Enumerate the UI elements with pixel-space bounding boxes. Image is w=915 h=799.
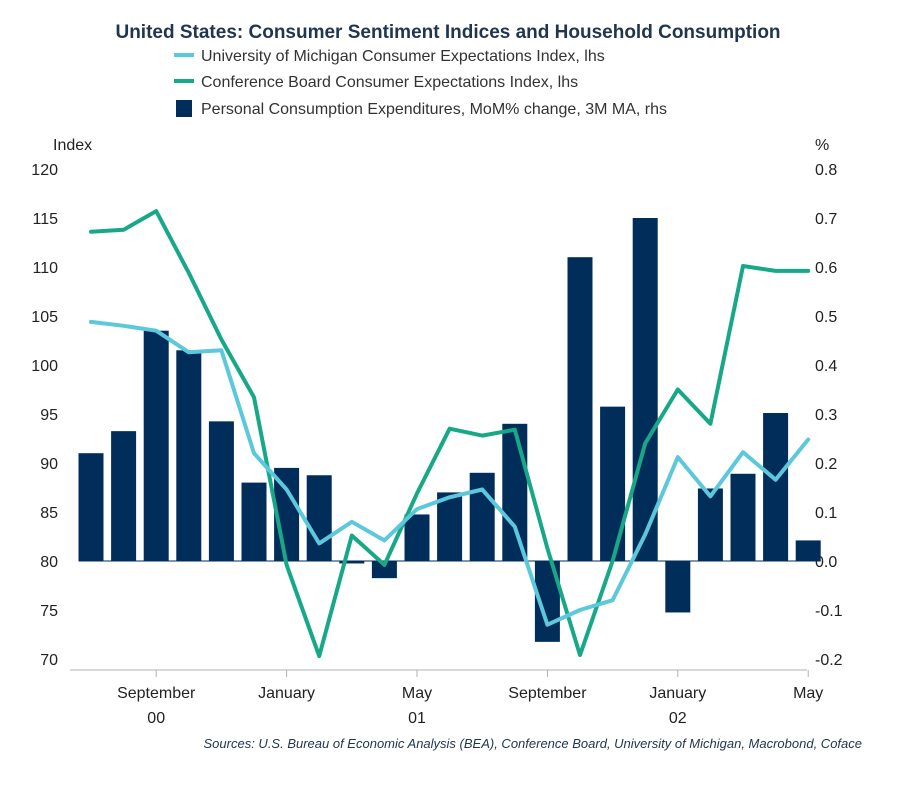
left-axis-unit: Index [53,137,92,154]
x-year-label: 02 [669,710,687,727]
right-tick-label: 0.6 [815,260,837,277]
pce-bar [697,488,723,561]
left-tick-label: 105 [31,309,58,326]
right-tick-label: 0.1 [815,505,837,522]
pce-bar [600,406,626,561]
x-month-label: September [508,685,587,702]
x-year-label: 00 [147,710,165,727]
x-month-label: January [649,685,706,702]
michigan-line [89,319,811,627]
left-tick-label: 85 [40,505,58,522]
right-tick-label: -0.2 [815,652,843,669]
right-tick-label: 0.7 [815,211,837,228]
pce-bar [795,540,821,561]
pce-bar [241,482,267,561]
pce-bar [404,514,430,561]
pce-bar [763,413,789,561]
x-year-label: 01 [408,710,426,727]
legend-label-1: University of Michigan Consumer Expectat… [201,48,605,65]
x-month-label: January [258,685,315,702]
pce-bar [371,561,397,579]
left-tick-label: 110 [32,260,58,277]
right-tick-label: 0.8 [815,162,837,179]
right-tick-label: 0.5 [815,309,837,326]
left-tick-label: 75 [40,603,58,620]
x-axis: September January May September January May 00… [70,669,823,727]
pce-bar [437,492,463,561]
left-tick-label: 115 [32,211,58,228]
legend-label-3: Personal Consumption Expenditures, MoM% … [201,101,667,118]
right-tick-label: -0.1 [815,603,843,620]
left-tick-label: 80 [40,554,58,571]
pce-bar [78,453,104,561]
pce-bar [502,423,528,561]
pce-bar [665,561,691,613]
legend-swatch-3 [176,100,192,117]
pce-bar [730,473,756,561]
right-axis: 0.80.70.60.50.40.30.20.10.0-0.1-0.2 [815,162,843,669]
pce-bar [306,475,332,561]
pce-bar [143,330,169,561]
left-tick-label: 70 [40,652,58,669]
right-axis-unit: % [815,137,829,154]
pce-bar [111,431,137,561]
pce-bar [176,350,202,561]
left-tick-label: 90 [40,456,58,473]
legend: University of Michigan Consumer Expectat… [174,48,667,118]
legend-label-2: Conference Board Consumer Expectations I… [201,74,578,91]
x-month-label: September [117,685,196,702]
bar-series [78,218,821,642]
conference-board-line [89,209,811,659]
x-month-label: May [402,685,432,702]
left-axis: 120 115 110 105 100 95 90 85 80 75 70 [31,162,58,669]
pce-bar [567,257,593,561]
right-tick-label: 0.4 [815,358,837,375]
pce-bar [469,472,495,561]
right-tick-label: 0.3 [815,407,837,424]
line-series [89,209,811,659]
left-tick-label: 120 [31,162,58,179]
pce-bar [339,561,365,564]
left-tick-label: 100 [31,358,58,375]
chart-title: United States: Consumer Sentiment Indice… [115,22,780,43]
pce-bar [632,218,658,561]
right-tick-label: 0.2 [815,456,837,473]
x-month-label: May [793,685,823,702]
pce-bar [208,421,234,561]
left-tick-label: 95 [40,407,58,424]
source-note: Sources: U.S. Bureau of Economic Analysi… [204,736,862,751]
